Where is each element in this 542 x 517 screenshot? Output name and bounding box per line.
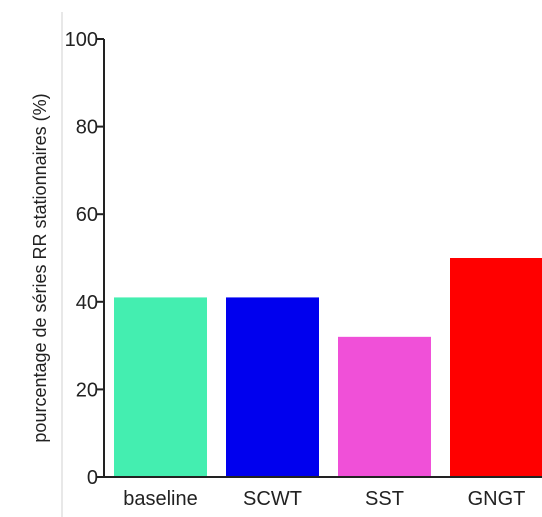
x-tick-label-scwt: SCWT <box>243 488 302 510</box>
bars <box>114 258 542 477</box>
x-tick-label-gngt: GNGT <box>468 488 526 510</box>
y-tick-label: 100 <box>65 29 98 51</box>
y-tick-label: 60 <box>76 204 98 226</box>
bar-scwt <box>226 297 319 477</box>
y-tick-label: 40 <box>76 292 98 314</box>
y-tick-label: 0 <box>87 467 98 489</box>
x-tick-label-baseline: baseline <box>123 488 198 510</box>
y-tick-label: 20 <box>76 379 98 401</box>
bar-gngt <box>450 258 542 477</box>
y-axis: 0 20 40 60 80 100 <box>65 29 104 489</box>
x-axis-labels: baseline SCWT SST GNGT <box>123 488 525 510</box>
bar-sst <box>338 336 431 477</box>
x-tick-label-sst: SST <box>365 488 404 510</box>
y-tick-label: 80 <box>76 117 98 139</box>
y-axis-title: pourcentage de séries RR stationnaires (… <box>30 93 50 442</box>
bar-baseline <box>114 297 207 477</box>
